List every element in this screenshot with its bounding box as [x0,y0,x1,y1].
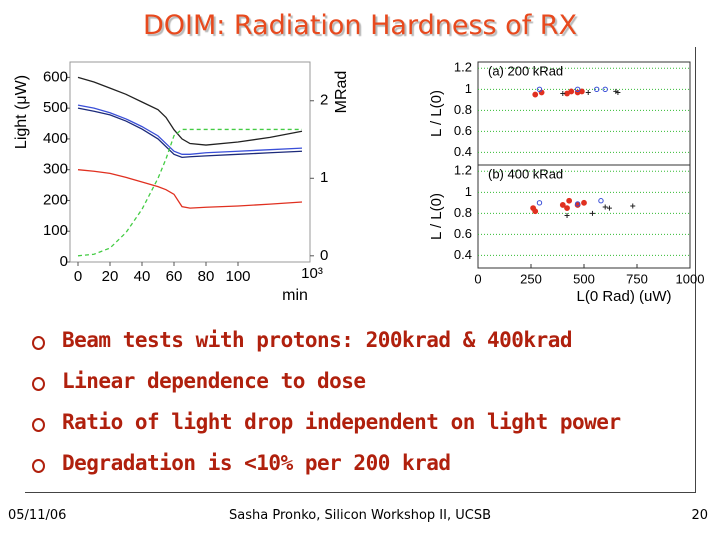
panel-title: (a) 200 kRad [488,63,563,78]
point [574,86,581,93]
point [606,205,612,211]
y-tick-label: 0.4 [454,247,472,262]
point [574,201,581,207]
bullet: Ratio of light drop independent on light… [30,402,621,443]
slide-frame [25,47,696,493]
y-tick-label: 0.8 [454,205,472,220]
point [532,91,539,98]
x-tick-label: 1000 [676,271,705,286]
y-axis-label: L / L(0) [428,193,445,240]
point [630,203,636,209]
y2-axis-label: MRad [333,71,350,114]
point [564,205,570,211]
y2-tick-label: 2 [320,92,328,109]
point [532,208,539,215]
bullet: Degradation is <10% per 200 krad [30,443,621,484]
bullet: Linear dependence to dose [30,361,621,402]
point [585,89,591,95]
point [589,210,595,216]
x-tick-label: 250 [520,271,542,286]
x-tick-label: 0 [74,268,82,285]
y-tick-label: 1.2 [454,163,472,178]
footer-page: 20 [691,508,708,523]
y-tick-label: 0.6 [454,123,472,138]
y-tick-label: 0.8 [454,102,472,117]
data-line [77,169,303,209]
point [594,86,600,93]
y-tick-label: 0.6 [454,226,472,241]
point [602,204,608,210]
y-axis-label: Light (μW) [13,75,30,149]
y-tick-label: 1 [465,81,472,96]
x-tick-label: 40 [134,268,151,285]
x-tick-label: 60 [166,268,183,285]
footer-center: Sasha Pronko, Silicon Workshop II, UCSB [229,508,491,523]
x-tick-label: 80 [198,268,215,285]
x-exponent: 10³ [301,265,323,282]
footer-date: 05/11/06 [8,508,67,523]
point [559,202,566,208]
y2-tick-label: 1 [320,169,328,186]
y-tick-label: 400 [43,130,68,147]
point [578,88,585,95]
bullet-list: Beam tests with protons: 200krad & 400kr… [30,320,621,484]
point [568,88,575,95]
y-tick-label: 200 [43,191,68,208]
point [598,198,604,204]
x-axis-label: min [282,287,308,304]
plot-frame [69,61,311,263]
y-tick-label: 500 [43,99,68,116]
data-line [77,128,302,257]
x-tick-label: 100 [225,268,250,285]
y-tick-label: 0 [60,253,68,270]
point [566,197,573,204]
panel-title: (b) 400 kRad [488,166,563,181]
y-tick-label: 0.4 [454,144,472,159]
point [536,200,543,206]
data-line [77,107,303,159]
point [615,89,621,95]
x-tick-label: 20 [102,268,119,285]
x-tick-label: 500 [573,271,595,286]
x-tick-label: 0 [474,271,481,286]
y-tick-label: 300 [43,161,68,178]
point [581,199,587,206]
y-tick-label: 600 [43,68,68,85]
y-tick-label: 100 [43,222,68,239]
y-tick-label: 1.2 [454,60,472,75]
y-tick-label: 1 [465,184,472,199]
point [602,86,608,93]
bullet: Beam tests with protons: 200krad & 400kr… [30,320,621,361]
x-axis-label: L(0 Rad) (uW) [576,288,671,305]
slide-title: DOIM: Radiation Hardness of RX [142,10,578,41]
point [560,91,566,97]
x-tick-label: 750 [626,271,648,286]
point [564,212,570,218]
y2-tick-label: 0 [320,247,328,264]
data-line [77,76,303,146]
point [536,86,543,93]
y-axis-label: L / L(0) [428,90,445,137]
data-line [77,104,303,155]
